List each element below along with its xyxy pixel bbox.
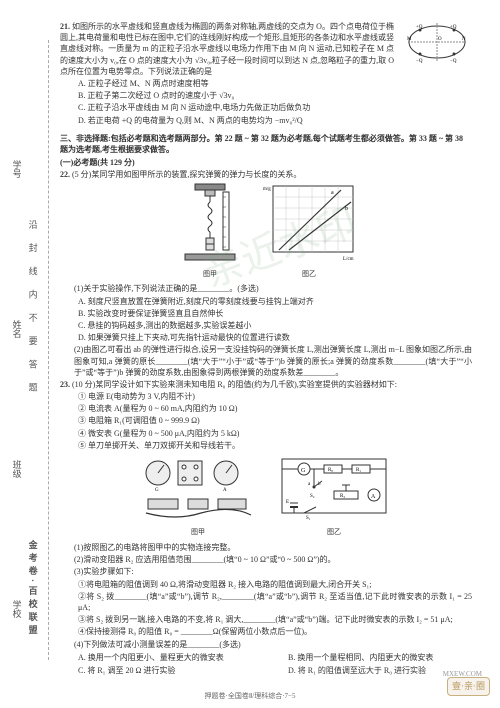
svg-text:M: M — [407, 37, 412, 42]
q22-fig-apparatus: 图甲 — [175, 182, 245, 281]
svg-text:a: a — [308, 482, 311, 487]
q22-number: 22. — [60, 170, 70, 179]
svg-text:S₁: S₁ — [306, 516, 311, 521]
q22-p1-head: (1)关于实验操作,下列说法正确的是________。(多选) — [60, 283, 472, 294]
q23-it1: ① 电源 E(电动势为 3 V,内阻不计) — [60, 391, 472, 402]
q21-stem: 如图所示的水平虚线和竖直虚线为椭圆的两条对称轴,两虚线的交点为 O。四个点电荷位… — [60, 22, 394, 76]
svg-text:+Q: +Q — [416, 25, 423, 30]
q23-fig2-label: 图乙 — [274, 528, 394, 538]
svg-text:−Q: −Q — [450, 59, 457, 64]
svg-text:R₁: R₁ — [356, 468, 361, 473]
q22-fig2-label: 图乙 — [261, 270, 357, 280]
q23-p4: (4)下列做法可减小测量误差的是________(多选) — [60, 639, 472, 650]
q23-p3b: ②将 S₂ 拨________(填“a”或“b”),调节 R₂,________… — [60, 591, 472, 613]
q23-fig-photo: G A 图甲 — [138, 453, 258, 540]
q23-p4-a: A. 换用一个内阻更小、量程更大的微安表 — [60, 652, 262, 663]
svg-text:N: N — [462, 37, 466, 42]
margin-warning: 沿 封 线 内 不 要 答 题 — [26, 220, 39, 398]
q22-p2: (2)由图乙可看出 ab 的弹性进行拟合,设另一支没挂钩码的弹簧长度 L,测出弹… — [60, 344, 472, 378]
q22-fig-chart: a b m/g L/cm 图乙 — [261, 182, 357, 281]
svg-text:R₂: R₂ — [340, 494, 345, 499]
q23-p3d: ④保持接测得 R₀ 的阻值 R₀ = ________Ω(保留两位小数点后一位)… — [60, 626, 472, 637]
q23-p1: (1)按照图乙的电路将图甲中的实物连接完整。 — [60, 542, 472, 553]
margin-label-class: 班级 — [10, 460, 23, 478]
binding-margin: 学校 班级 姓名 学号 沿 封 线 内 不 要 答 题 金考卷·百校联盟 — [8, 40, 49, 660]
svg-text:G: G — [155, 488, 159, 493]
q23-it3: ③ 电阻箱 R₁(可调阻值 0 ~ 999.9 Ω) — [60, 415, 472, 426]
q22-p1-c: C. 悬挂的钩码越多,测出的数据越多,实验误差越小 — [60, 320, 472, 331]
q23-p3a: ①将电阻箱的阻值调到 40 Ω,将滑动变阻器 R₂ 接入电路的阻值调到最大,闭合… — [60, 579, 472, 590]
q23-p4-d: D. 将 R₁ 的阻值调至远大于 R₀ 进行实验 — [270, 665, 472, 676]
svg-text:A: A — [223, 488, 227, 493]
q23-fig1-label: 图甲 — [138, 528, 258, 538]
q23-p3c: ③将 S₂ 拨到另一端,接入电路的不变,将 R₁ 调大,________(填“a… — [60, 614, 472, 625]
svg-text:A: A — [371, 494, 376, 500]
q21-opt-a: A. 正粒子经过 M、N 两点时速度相等 — [60, 78, 394, 89]
q22-p1-d: D. 如果弹簧只挂上下夹动,可先指针运动最快的位置进行读数 — [60, 332, 472, 343]
q21-figure: +Q +Q −Q −Q M O N — [406, 20, 468, 67]
q23-it2: ② 电流表 A(量程为 0 ~ 60 mA,内阻约为 10 Ω) — [60, 403, 472, 414]
q23-it4: ④ 微安表 G(量程为 0 ~ 500 μA,内阻约为 5 kΩ) — [60, 428, 472, 439]
svg-text:m/g: m/g — [263, 187, 271, 192]
q21-block: 21. 如图所示的水平虚线和竖直虚线为椭圆的两条对称轴,两虚线的交点为 O。四个… — [60, 20, 472, 127]
q22-stem: (5 分)某同学用如图甲所示的装置,探究弹簧的弹力与长度的关系。 — [72, 170, 301, 179]
margin-label-id: 学号 — [10, 160, 23, 178]
q22-p1-b: B. 实验改变时要保证弹簧竖直且自然伸长 — [60, 308, 472, 319]
q21-opt-b: B. 正粒子第二次经过 O 点时的速度小于 √3v₀ — [60, 90, 394, 101]
corner-stamp: 壹·亲·圈 — [447, 677, 490, 696]
q22-fig1-label: 图甲 — [175, 270, 245, 280]
exam-page: 学校 班级 姓名 学号 沿 封 线 内 不 要 答 题 金考卷·百校联盟 亲近水… — [0, 0, 500, 708]
q23-it5: ⑤ 单刀单掷开关、单刀双掷开关和导线若干。 — [60, 440, 472, 451]
svg-text:+Q: +Q — [450, 25, 457, 30]
q23-p2: (2)滑动变阻器 R₂ 应选用阻值范围________(填“0 ~ 10 Ω”或… — [60, 554, 472, 565]
q23-number: 23. — [60, 380, 70, 389]
q21-opt-c: C. 正粒子沿水平虚线由 M 向 N 运动途中,电场力先做正功后做负功 — [60, 102, 394, 113]
svg-text:L/cm: L/cm — [343, 257, 354, 262]
svg-text:a: a — [331, 190, 334, 196]
svg-text:S₂: S₂ — [310, 494, 315, 499]
svg-text:b: b — [345, 206, 348, 212]
svg-text:−Q: −Q — [416, 59, 423, 64]
q23-fig-circuit: G R₀ R₁ ab S₂ R₂ A E S₁ 图乙 — [274, 453, 394, 540]
section3-sub: (一)必考题(共 129 分) — [60, 157, 472, 168]
page-footer: 押题卷·全国卷Ⅱ/理科综合·7−5 — [0, 692, 500, 702]
svg-text:E: E — [286, 500, 289, 505]
q21-number: 21. — [60, 22, 70, 31]
svg-text:G: G — [301, 468, 306, 474]
svg-text:O: O — [438, 37, 442, 42]
q21-opt-d: D. 若正电荷 +Q 的电荷量为 Q,则 M、N 两点的电势均为 −mv₀²/Q — [60, 115, 394, 126]
svg-text:R₀: R₀ — [328, 468, 333, 473]
margin-brand: 金考卷·百校联盟 — [26, 540, 39, 638]
q23-p4-c: C. 将 R₁ 调至 20 Ω 进行实验 — [60, 665, 262, 676]
q23-stem: (10 分)某同学设计如下实验来测未知电阻 R₀ 的阻值(约为几千欧),实验室提… — [72, 380, 397, 389]
margin-label-name: 姓名 — [10, 320, 23, 338]
q23-p4-b: B. 换用一个量程相同、内阻更大的微安表 — [270, 652, 472, 663]
q22-p1-a: A. 刻度尺竖直放置在弹簧附近,刻度尺的零刻度线要与挂钩上端对齐 — [60, 296, 472, 307]
q23-p3: (3)实验步骤如下: — [60, 566, 472, 577]
margin-label-school: 学校 — [10, 600, 23, 618]
section3-title: 三、非选择题:包括必考题和选考题两部分。第 22 题 ~ 第 32 题为必考题,… — [60, 133, 472, 155]
